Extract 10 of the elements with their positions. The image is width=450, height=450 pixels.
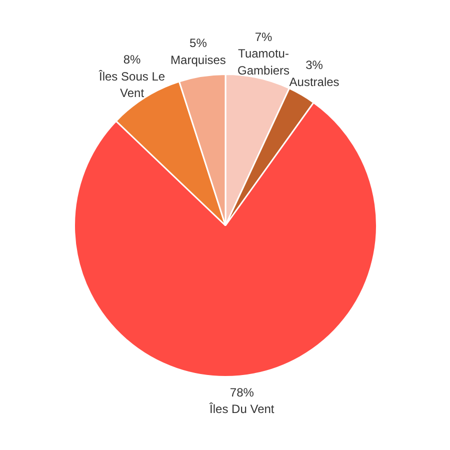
slice-label: Marquises (170, 53, 226, 68)
data-label: 7% (254, 30, 273, 44)
slice-label: Îles Sous Le Vent (98, 69, 166, 100)
data-label: 5% (190, 36, 208, 50)
data-label: 8% (123, 52, 142, 67)
data-label: 78% (230, 385, 254, 400)
slice-label: Australes (289, 74, 340, 89)
slice-label: Îles Du Vent (208, 402, 275, 416)
slice-label: Tuamotu-Gambiers (238, 46, 290, 78)
data-label: 3% (306, 58, 324, 72)
